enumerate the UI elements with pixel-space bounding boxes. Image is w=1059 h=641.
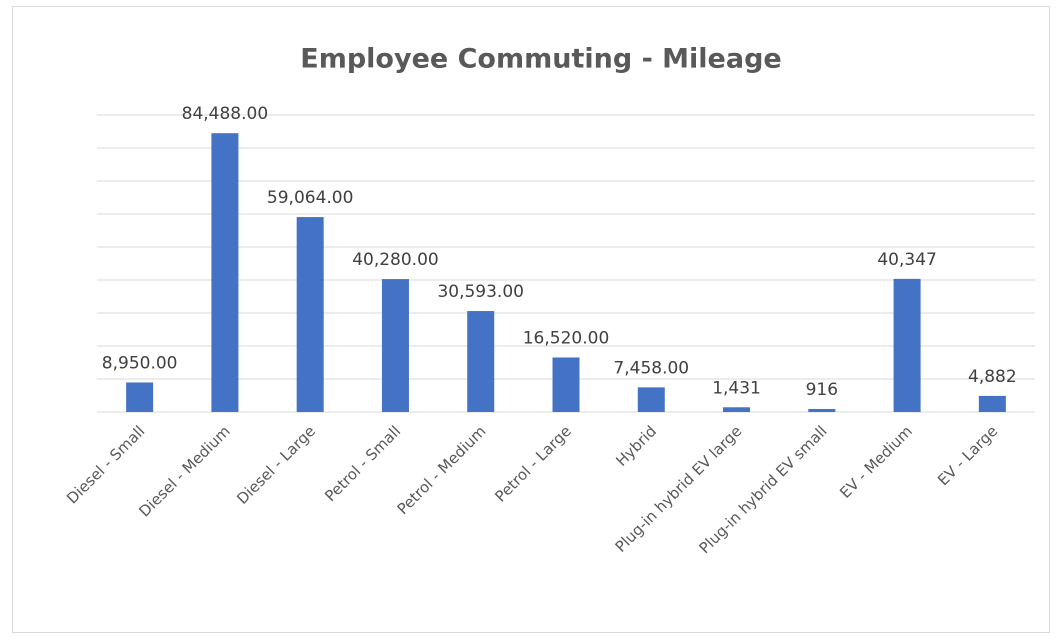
data-label: 7,458.00 — [613, 358, 689, 378]
data-label: 40,347 — [877, 250, 936, 270]
data-label: 1,431 — [712, 378, 761, 398]
bar — [723, 407, 751, 412]
chart-title: Employee Commuting - Mileage — [300, 44, 781, 75]
bar — [211, 133, 239, 412]
bar — [467, 311, 495, 412]
bar — [978, 395, 1006, 412]
data-label: 40,280.00 — [352, 250, 439, 270]
bar — [808, 408, 836, 412]
bar — [552, 357, 580, 412]
data-label: 916 — [806, 380, 838, 400]
bar — [381, 279, 409, 412]
bar — [637, 387, 665, 412]
data-label: 8,950.00 — [102, 353, 178, 373]
data-label: 4,882 — [968, 367, 1017, 387]
chart-border — [12, 6, 1050, 633]
bar — [296, 217, 324, 412]
data-label: 30,593.00 — [437, 282, 524, 302]
data-label: 84,488.00 — [182, 104, 269, 124]
data-label: 59,064.00 — [267, 188, 354, 208]
bar — [893, 278, 921, 412]
data-label: 16,520.00 — [523, 328, 610, 348]
bar — [126, 382, 154, 412]
